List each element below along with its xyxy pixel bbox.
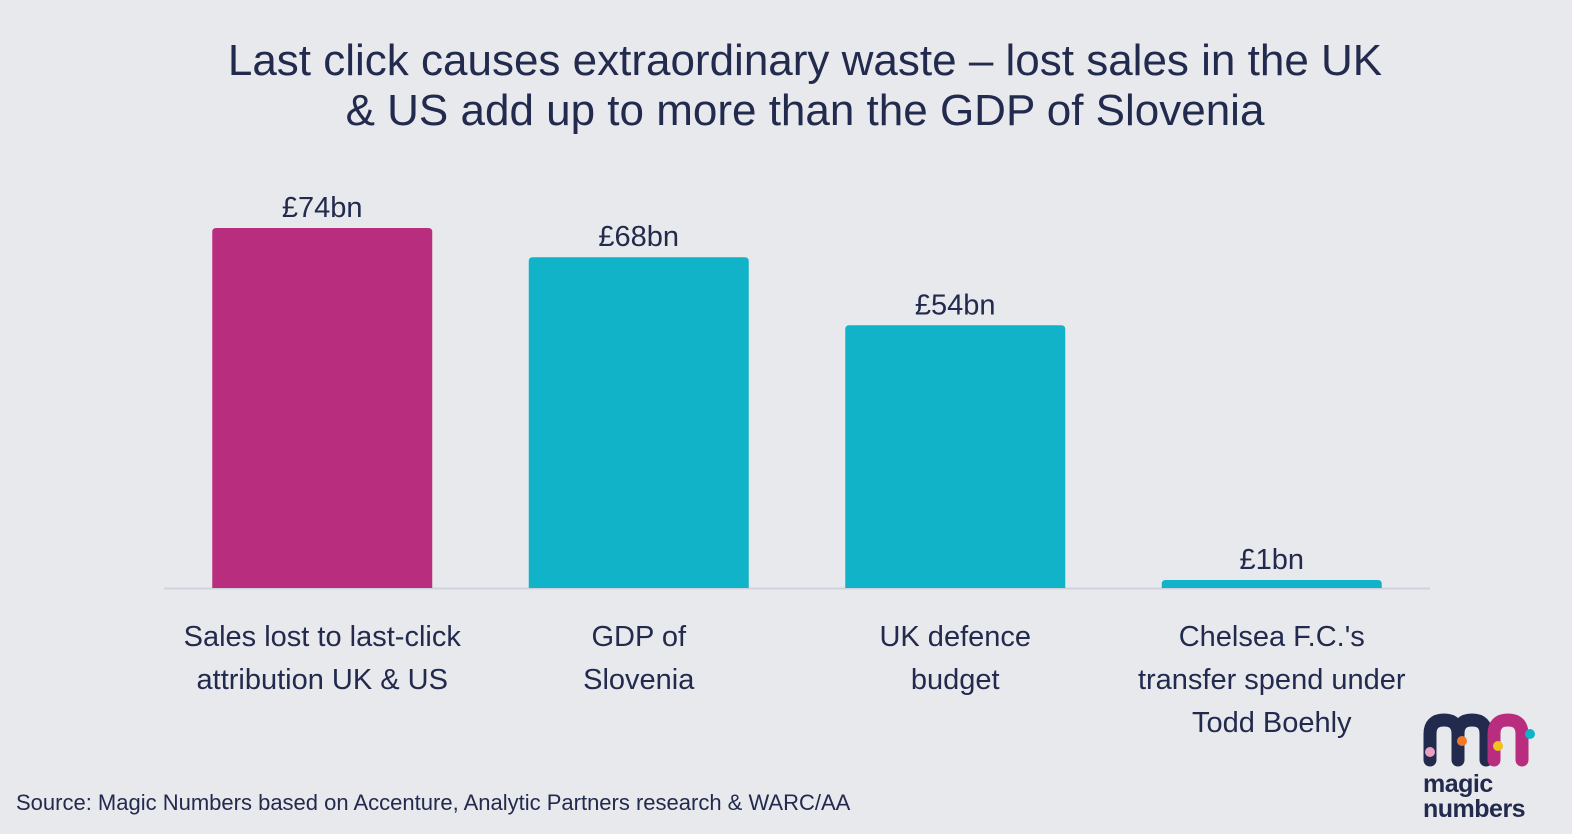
category-label-line: Chelsea F.C.'s <box>1179 621 1365 653</box>
category-label-line: Todd Boehly <box>1192 707 1352 739</box>
chart-title: Last click causes extraordinary waste – … <box>180 36 1430 136</box>
category-label-line: transfer spend under <box>1138 664 1406 696</box>
category-label-2: GDP of Slovenia <box>583 621 695 696</box>
logo-text: magic numbers <box>1423 770 1526 823</box>
bar-1 <box>212 228 433 588</box>
category-label-line: UK defence <box>879 621 1031 653</box>
category-label-1: Sales lost to last-click attribution UK &… <box>184 621 462 696</box>
source-note: Source: Magic Numbers based on Accenture… <box>16 790 851 815</box>
logo-text-line-2: numbers <box>1423 795 1526 823</box>
chart-title-line-1: Last click causes extraordinary waste – … <box>227 36 1383 85</box>
category-label-line: Slovenia <box>583 664 695 696</box>
value-label-2: £68bn <box>598 221 679 253</box>
category-label-4: Chelsea F.C.'s transfer spend under Todd B… <box>1138 621 1406 739</box>
value-label-1: £74bn <box>282 192 363 224</box>
category-label-line: attribution UK & US <box>197 664 448 696</box>
value-label-4: £1bn <box>1239 544 1304 576</box>
bar-4 <box>1161 580 1382 588</box>
category-label-3: UK defence budget <box>879 621 1031 696</box>
category-label-line: GDP of <box>591 621 687 653</box>
chart-title-line-2: & US add up to more than the GDP of Slov… <box>345 86 1265 135</box>
bar-3 <box>845 325 1066 588</box>
magic-numbers-logo-icon <box>1423 713 1535 767</box>
category-label-line: Sales lost to last-click <box>184 621 462 653</box>
bar-2 <box>528 257 749 588</box>
logo-text-line-1: magic <box>1423 770 1493 798</box>
category-label-line: budget <box>911 664 1000 696</box>
value-label-3: £54bn <box>915 289 996 321</box>
